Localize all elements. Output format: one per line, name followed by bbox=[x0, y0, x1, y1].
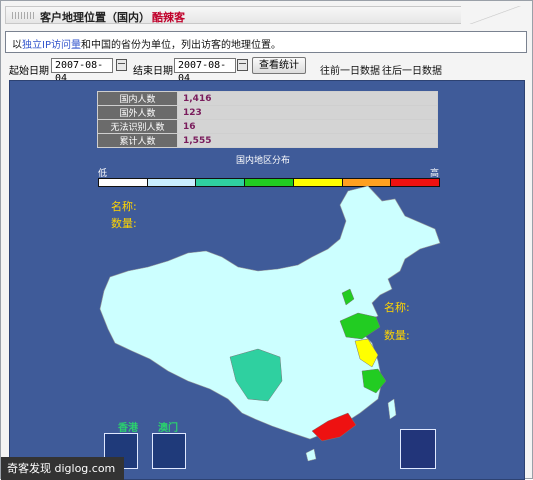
region-name-label: 名称: bbox=[384, 301, 410, 314]
legend-swatch bbox=[196, 179, 246, 186]
end-date-input[interactable]: 2007-08-04 bbox=[174, 58, 236, 84]
start-date-label: 起始日期 bbox=[9, 66, 49, 77]
start-date-input[interactable]: 2007-08-04 bbox=[51, 58, 113, 84]
table-row: 无法识别人数 16 bbox=[97, 119, 438, 134]
legend-swatch bbox=[391, 179, 440, 186]
prev-day-link[interactable]: 往前一日数据 bbox=[320, 66, 380, 77]
province-taiwan bbox=[387, 398, 397, 420]
province-shandong bbox=[339, 312, 381, 340]
province-zhejiang bbox=[361, 368, 387, 394]
info-text: 以独立IP访问量和中国的省份为单位，列出访客的地理位置。 bbox=[12, 40, 281, 51]
end-date-label: 结束日期 bbox=[133, 66, 173, 77]
province-jiangsu bbox=[354, 338, 379, 368]
legend-low-label: 低 bbox=[98, 169, 108, 179]
macau-label: 澳门 bbox=[158, 423, 178, 434]
page-title: 客户地理位置（国内） bbox=[40, 11, 150, 24]
macau-inset[interactable] bbox=[152, 433, 186, 469]
legend-swatch bbox=[245, 179, 294, 186]
user-name: 酷辣客 bbox=[152, 11, 185, 24]
legend-high-label: 高 bbox=[430, 169, 440, 179]
date-filter: 起始日期 2007-08-04 结束日期 2007-08-04 查看统计 往前一… bbox=[1, 56, 533, 84]
query-button[interactable]: 查看统计 bbox=[252, 57, 306, 74]
table-row: 国内人数 1,416 bbox=[97, 91, 438, 106]
legend-swatch bbox=[99, 179, 148, 186]
tab-corner bbox=[461, 6, 531, 24]
legend-swatch bbox=[293, 179, 343, 186]
next-day-link[interactable]: 往后一日数据 bbox=[382, 66, 442, 77]
map-title: 国内地区分布 bbox=[236, 156, 291, 166]
calendar-icon[interactable] bbox=[116, 59, 127, 71]
legend-swatch bbox=[147, 179, 197, 186]
table-row: 累计人数 1,555 bbox=[97, 133, 438, 148]
map-panel: 国内人数 1,416 国外人数 123 无法识别人数 16 累计人数 1,555 国内地… bbox=[9, 80, 525, 480]
unique-ip-link[interactable]: 独立IP访问量 bbox=[22, 40, 81, 51]
province-sichuan bbox=[229, 348, 283, 402]
province-hainan bbox=[305, 448, 317, 462]
calendar-icon[interactable] bbox=[237, 59, 248, 71]
china-map[interactable] bbox=[10, 81, 525, 480]
watermark: 奇客发现 diglog.com bbox=[1, 457, 124, 480]
hongkong-label: 香港 bbox=[118, 423, 138, 434]
province-guangdong bbox=[311, 412, 357, 442]
china-land bbox=[99, 185, 441, 440]
legend-swatch bbox=[342, 179, 392, 186]
stats-table: 国内人数 1,416 国外人数 123 无法识别人数 16 累计人数 1,555 bbox=[97, 91, 438, 148]
south-sea-inset bbox=[400, 429, 436, 469]
region-count-label: 数量: bbox=[384, 329, 410, 342]
hover-name-label: 名称: bbox=[111, 200, 137, 213]
province-beijing bbox=[341, 288, 355, 306]
title-bar: 客户地理位置（国内） 酷辣客 bbox=[5, 6, 525, 24]
info-bar: 以独立IP访问量和中国的省份为单位，列出访客的地理位置。 bbox=[5, 31, 527, 53]
color-legend bbox=[98, 178, 440, 187]
grip-icon bbox=[12, 12, 34, 19]
hover-count-label: 数量: bbox=[111, 217, 137, 230]
